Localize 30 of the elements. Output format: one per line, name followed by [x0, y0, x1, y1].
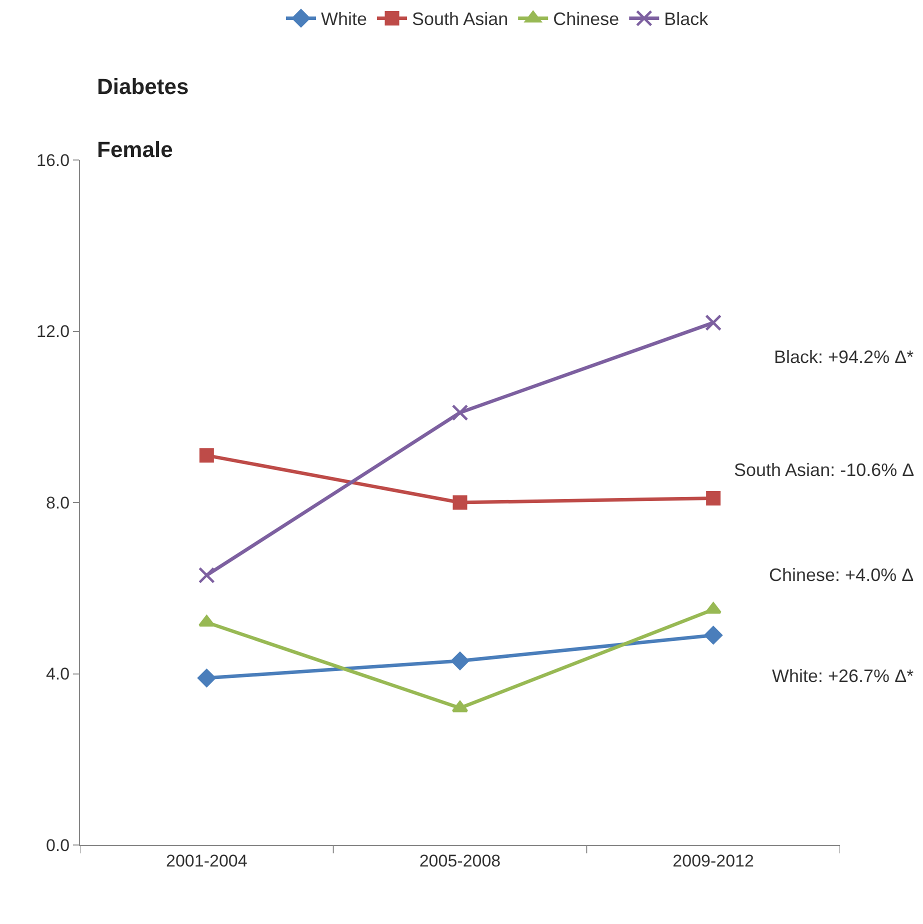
- legend-label: South Asian: [412, 9, 508, 30]
- point: [452, 700, 468, 712]
- legend-label: Chinese: [553, 9, 620, 30]
- point: [705, 314, 722, 331]
- legend-label: White: [321, 9, 368, 30]
- point: [450, 652, 470, 670]
- x-tick-label: 2001-2004: [166, 851, 248, 870]
- legend-label: Black: [664, 9, 710, 30]
- point: [198, 567, 215, 584]
- point: [198, 615, 215, 627]
- x-tick-label: 2009-2012: [672, 851, 754, 870]
- point: [199, 448, 214, 463]
- point: [452, 404, 468, 421]
- y-tick-label: 16.0: [36, 150, 70, 170]
- annotation: Chinese: +4.0% Δ: [769, 565, 914, 585]
- y-tick-label: 12.0: [36, 322, 70, 342]
- y-tick-label: 4.0: [46, 664, 70, 684]
- point: [706, 490, 721, 506]
- point: [452, 495, 468, 510]
- point: [705, 602, 722, 614]
- chart-title: Diabetes: [97, 74, 189, 99]
- y-tick-label: 8.0: [46, 493, 70, 512]
- x-tick-label: 2005-2008: [419, 851, 501, 870]
- y-tick-label: 0.0: [46, 836, 70, 855]
- chart-subtitle: Female: [97, 137, 173, 162]
- point: [704, 626, 722, 644]
- annotation: Black: +94.2% Δ*: [774, 347, 914, 367]
- annotation: South Asian: -10.6% Δ: [734, 460, 914, 480]
- annotation: White: +26.7% Δ*: [772, 666, 914, 686]
- point: [198, 668, 216, 688]
